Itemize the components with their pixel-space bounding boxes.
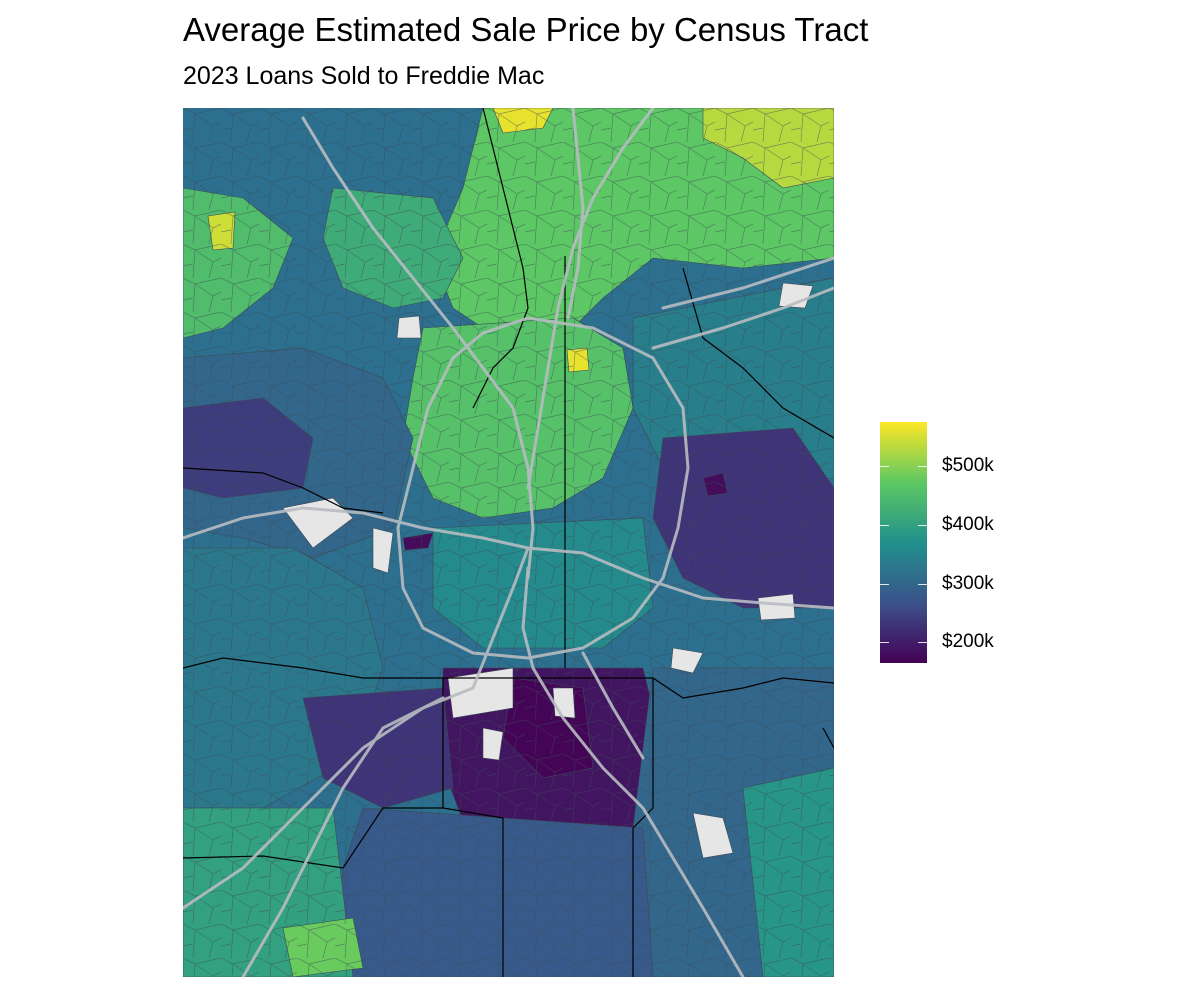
legend-label: $300k <box>942 572 994 594</box>
legend-tick <box>918 466 927 468</box>
no-data-areas <box>282 282 814 859</box>
legend-tick <box>918 642 927 644</box>
highway-i20-west <box>183 506 530 550</box>
no-data-area <box>552 687 576 719</box>
legend-tick <box>918 524 927 526</box>
legend-tick <box>880 466 889 468</box>
no-data-area <box>692 812 734 859</box>
no-data-area <box>482 727 504 761</box>
no-data-area <box>396 315 422 339</box>
highway-i75-north <box>301 116 535 580</box>
no-data-area <box>778 282 814 309</box>
legend-tick <box>880 583 889 585</box>
legend-label: $200k <box>942 631 994 653</box>
county-boundary <box>822 727 834 749</box>
highway-perimeter <box>396 316 690 660</box>
legend-tick <box>880 524 889 526</box>
highways <box>183 108 834 977</box>
legend-tick <box>880 642 889 644</box>
chart-subtitle: 2023 Loans Sold to Freddie Mac <box>183 62 545 90</box>
county-boundary <box>472 108 529 409</box>
county-boundary <box>632 678 654 977</box>
legend-colorbar <box>880 422 927 663</box>
county-boundary <box>682 267 834 439</box>
legend-tick <box>918 583 927 585</box>
map-canvas <box>183 108 834 977</box>
chart-title: Average Estimated Sale Price by Census T… <box>183 11 869 48</box>
county-boundary <box>443 677 834 699</box>
highway-i75-south <box>521 566 745 977</box>
legend-label: $400k <box>942 513 994 535</box>
county-boundary <box>183 467 384 514</box>
legend-label: $500k <box>942 455 994 477</box>
highway-i400 <box>566 108 585 320</box>
color-legend: $200k $300k $400k $500k <box>880 422 1040 664</box>
highway-us78 <box>651 286 834 350</box>
county-boundary <box>442 678 504 977</box>
no-data-area <box>447 667 514 719</box>
choropleth-map <box>183 108 834 977</box>
no-data-area <box>372 527 394 574</box>
highway-i285-spur-east <box>661 256 834 310</box>
no-data-area <box>757 593 796 621</box>
highway-southwest <box>241 696 445 977</box>
county-boundary <box>183 807 443 869</box>
highway-i20-east <box>526 546 834 610</box>
no-data-area <box>670 647 704 674</box>
highway-i675 <box>581 651 645 760</box>
county-boundary <box>183 657 443 679</box>
highway-i85-northeast <box>526 108 655 490</box>
